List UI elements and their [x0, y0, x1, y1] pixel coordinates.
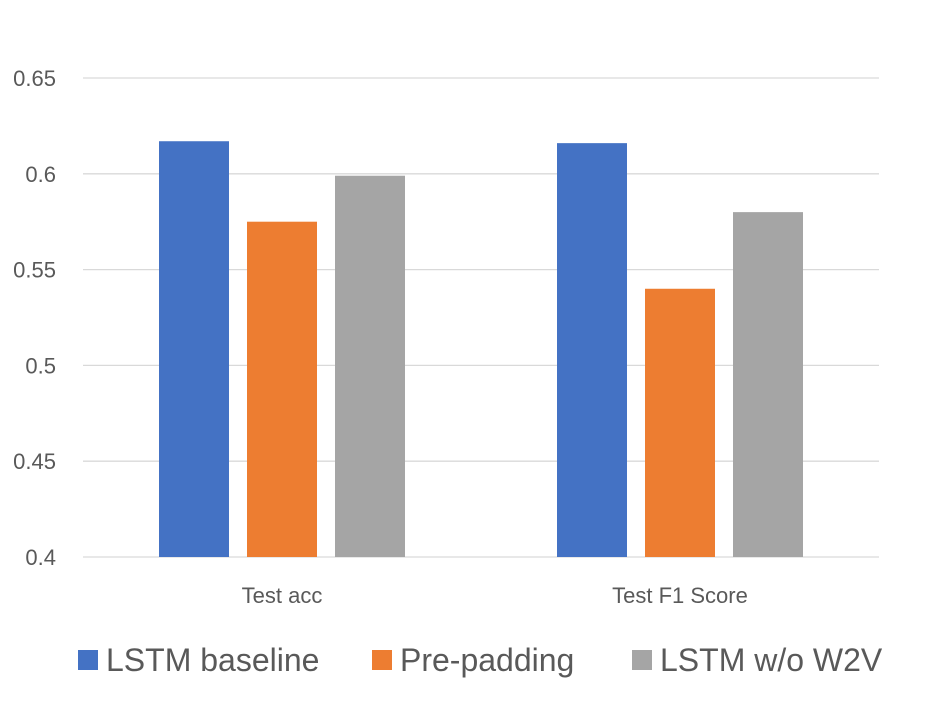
legend-item: Pre-padding	[372, 642, 574, 678]
x-axis-category-labels: Test acc Test F1 Score	[242, 583, 748, 608]
y-tick-label: 0.45	[13, 449, 56, 474]
legend: LSTM baseline Pre-padding LSTM w/o W2V	[78, 642, 883, 678]
legend-label: Pre-padding	[400, 642, 574, 678]
bar-lstm-baseline-1	[557, 143, 627, 558]
bar-pre-padding-1	[645, 288, 715, 557]
legend-item: LSTM baseline	[78, 642, 319, 678]
bar-lstm-w-o-w2v-0	[335, 175, 405, 557]
y-tick-label: 0.5	[25, 353, 56, 378]
y-tick-label: 0.65	[13, 66, 56, 91]
legend-swatch	[78, 650, 98, 670]
y-tick-label: 0.6	[25, 162, 56, 187]
legend-label: LSTM baseline	[106, 642, 319, 678]
y-axis-tick-labels: 0.4 0.45 0.5 0.55 0.6 0.65	[13, 66, 56, 570]
legend-swatch	[632, 650, 652, 670]
bar-lstm-baseline-0	[159, 141, 229, 557]
x-category-label: Test acc	[242, 583, 323, 608]
x-category-label: Test F1 Score	[612, 583, 748, 608]
bar-lstm-w-o-w2v-1	[733, 212, 803, 557]
bars	[159, 141, 803, 558]
y-tick-label: 0.55	[13, 258, 56, 283]
legend-item: LSTM w/o W2V	[632, 642, 883, 678]
legend-label: LSTM w/o W2V	[660, 642, 883, 678]
legend-swatch	[372, 650, 392, 670]
bar-pre-padding-0	[247, 221, 317, 557]
y-tick-label: 0.4	[25, 545, 56, 570]
